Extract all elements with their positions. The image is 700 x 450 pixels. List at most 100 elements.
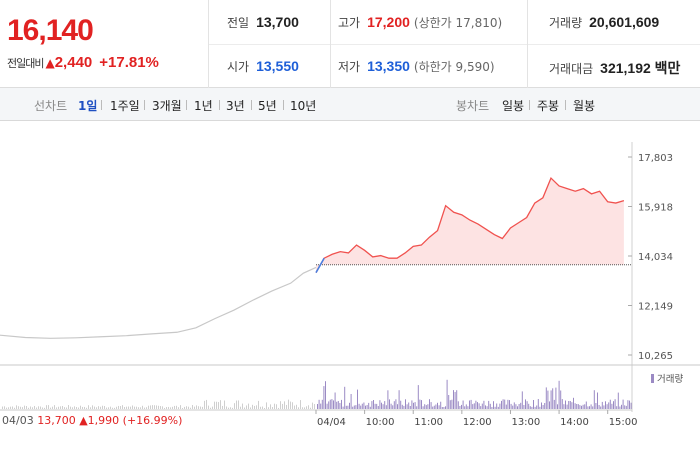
- volume-bar-today: [433, 405, 435, 409]
- y-tick-label: 14,034: [638, 252, 673, 263]
- intraday-chart[interactable]: 거래량 17,803 15,918 14,034 12,149 10,265 04/04 1…: [0, 122, 700, 450]
- volume-bar-prev: [128, 406, 129, 409]
- volume-bar-prev: [212, 406, 213, 409]
- tab-divider: [565, 100, 566, 110]
- tab-10-years[interactable]: 10년: [290, 99, 317, 113]
- volume-bar-today: [387, 390, 389, 409]
- volume-bar-today: [630, 402, 632, 409]
- volume-bar-today: [445, 406, 446, 409]
- volume-bar-today: [371, 401, 373, 409]
- volume-bar-today: [365, 405, 366, 409]
- change-label: 전일대비: [7, 57, 44, 70]
- volume-bar-today: [566, 404, 568, 409]
- volume-bar-prev: [12, 406, 13, 409]
- volume-bar-today: [472, 404, 474, 409]
- volume-bar-today: [622, 399, 624, 409]
- volume-bar-today: [518, 404, 520, 409]
- volume-bar-prev: [284, 401, 285, 409]
- volume-bar-prev: [32, 407, 33, 409]
- volume-bar-prev: [100, 406, 101, 409]
- volume-bar-today: [443, 407, 445, 409]
- tab-daily-candle[interactable]: 일봉: [502, 99, 525, 113]
- volume-bar-prev: [232, 407, 233, 409]
- tab-5-years[interactable]: 5년: [258, 99, 277, 113]
- volume-bar-prev: [258, 400, 259, 409]
- today-price-line: [315, 176, 625, 273]
- volume-bar-today: [440, 401, 442, 409]
- volume-bar-today: [390, 403, 392, 409]
- volume-bar-prev: [312, 402, 313, 409]
- volume-bar-today: [323, 386, 325, 409]
- volume-bar-prev: [104, 406, 105, 409]
- volume-bar-today: [342, 406, 344, 409]
- volume-bar-today: [547, 390, 549, 409]
- volume-bar-today: [369, 406, 371, 409]
- volume-bar-today: [339, 403, 341, 409]
- volume-bar-today: [569, 401, 571, 409]
- tab-weekly-candle[interactable]: 주봉: [537, 99, 560, 113]
- tab-3-months[interactable]: 3개월: [152, 99, 182, 113]
- volume-bar-today: [587, 406, 589, 409]
- volume-bar-prev: [256, 405, 257, 409]
- volume-bar-today: [561, 399, 563, 409]
- stat-low: 저가 13,350 (하한가 9,590): [338, 58, 495, 74]
- volume-bar-today: [429, 399, 430, 409]
- volume-bar-prev: [120, 406, 121, 409]
- volume-bar-today: [438, 405, 440, 409]
- volume-bar-today: [393, 401, 395, 409]
- volume-bar-prev: [82, 406, 83, 409]
- tab-divider: [283, 100, 284, 110]
- volume-bar-today: [336, 401, 338, 409]
- tab-1-week[interactable]: 1주일: [110, 99, 140, 113]
- volume-bar-prev: [52, 406, 53, 409]
- volume-bar-today: [483, 400, 485, 409]
- tab-1-year[interactable]: 1년: [194, 99, 213, 113]
- volume-bar-prev: [236, 400, 237, 409]
- volume-bar-prev: [270, 404, 271, 409]
- volume-bar-today: [345, 405, 347, 409]
- volume-bar-today: [363, 402, 365, 409]
- volume-bar-today: [350, 394, 352, 409]
- tab-1-day[interactable]: 1일: [78, 99, 98, 113]
- x-tick-label: 14:00: [560, 417, 589, 428]
- volume-bar-today: [480, 406, 482, 409]
- stat-open: 시가 13,550: [227, 58, 299, 74]
- volume-bar-today: [329, 399, 331, 409]
- volume-bar-prev: [86, 407, 87, 409]
- volume-bar-prev: [200, 406, 201, 409]
- volume-bar-prev: [70, 406, 71, 409]
- volume-bar-prev: [282, 403, 283, 409]
- volume-bar-today: [501, 400, 502, 409]
- volume-bar-today: [568, 401, 570, 409]
- volume-bar-today: [398, 390, 400, 409]
- volume-bar-prev: [22, 407, 23, 409]
- volume-bar-today: [437, 402, 438, 409]
- volume-bar-prev: [124, 407, 125, 409]
- volume-bar-today: [611, 403, 613, 409]
- volume-bar-today: [573, 397, 574, 409]
- volume-bar-today: [496, 403, 498, 409]
- volume-bar-today: [376, 403, 378, 409]
- volume-bar-prev: [154, 405, 155, 409]
- volume-bar-today: [598, 405, 600, 409]
- volume-bar-prev: [278, 407, 279, 409]
- volume-bar-prev: [198, 406, 199, 409]
- tab-3-years[interactable]: 3년: [226, 99, 245, 113]
- line-chart-label: 선차트: [34, 99, 68, 113]
- volume-bar-today: [337, 401, 339, 409]
- volume-bar-today: [360, 405, 362, 409]
- volume-bar-prev: [170, 407, 171, 409]
- volume-bar-today: [504, 399, 506, 409]
- volume-bar-prev: [214, 401, 215, 409]
- volume-bar-today: [408, 402, 410, 409]
- volume-bar-today: [422, 406, 424, 409]
- volume-bar-today: [486, 406, 488, 409]
- volume-bar-today: [357, 389, 358, 409]
- tab-monthly-candle[interactable]: 월봉: [573, 99, 596, 113]
- volume-bar-today: [392, 405, 394, 409]
- volume-bar-today: [579, 405, 581, 409]
- volume-bar-prev: [44, 407, 45, 409]
- x-tick-label: 13:00: [511, 417, 540, 428]
- volume-bar-today: [430, 402, 432, 409]
- volume-bar-today: [625, 405, 627, 409]
